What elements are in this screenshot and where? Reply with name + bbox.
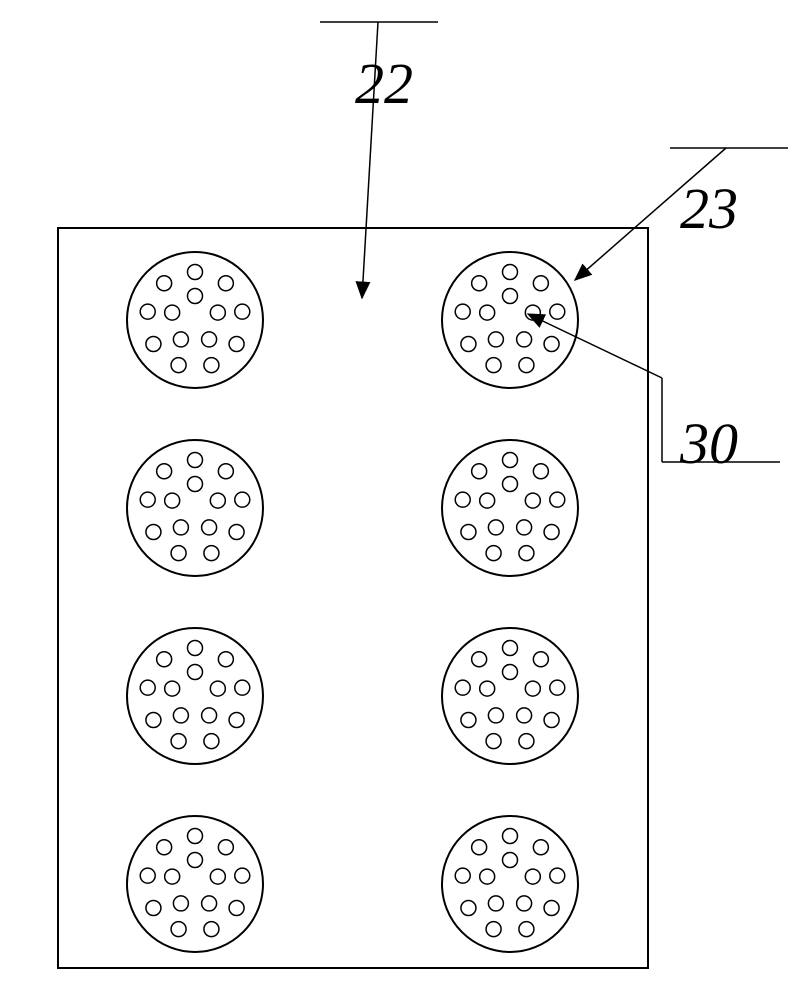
callout-label-23: 23 (680, 175, 738, 242)
diagram-container: 22 23 30 (0, 0, 812, 1000)
callout-label-30: 30 (680, 410, 738, 477)
callout-label-22: 22 (355, 50, 413, 117)
diagram-svg (0, 0, 812, 1000)
